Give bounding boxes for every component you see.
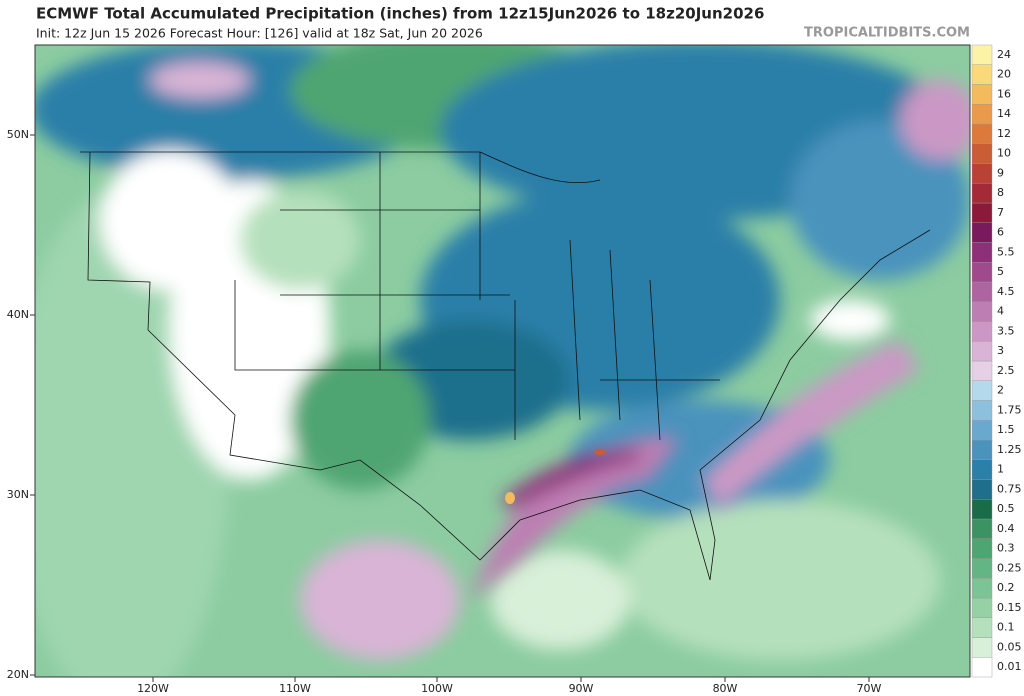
lon-label: 120W (137, 682, 169, 695)
lon-label: 70W (857, 682, 882, 695)
colorbar-swatch (971, 64, 993, 85)
colorbar-label: 24 (997, 48, 1011, 61)
lon-label: 80W (713, 682, 738, 695)
colorbar-swatch (971, 400, 993, 421)
colorbar-label: 2 (997, 384, 1004, 397)
heavy-rain-band (470, 340, 920, 600)
colorbar-swatch (971, 242, 993, 263)
axes: 50N 40N 30N 20N 120W 110W 100W 90W 80W 70W (7, 128, 882, 695)
colorbar-label: 14 (997, 107, 1011, 120)
colorbar-label: 8 (997, 186, 1004, 199)
colorbar-swatch (971, 123, 993, 144)
colorbar-label: 2.5 (997, 364, 1015, 377)
colorbar-swatch (971, 380, 993, 401)
map-subtitle: Init: 12z Jun 15 2026 Forecast Hour: [12… (36, 26, 483, 41)
colorbar-swatch (971, 499, 993, 520)
colorbar-swatch (971, 538, 993, 559)
colorbar-swatch (971, 183, 993, 204)
colorbar-swatch (971, 321, 993, 342)
colorbar-swatch (971, 341, 993, 362)
colorbar-label: 0.4 (997, 522, 1015, 535)
colorbar-label: 10 (997, 147, 1011, 160)
max-spot (594, 449, 606, 455)
lon-label: 110W (279, 682, 311, 695)
colorbar-label: 1.5 (997, 423, 1015, 436)
lon-label: 90W (569, 682, 594, 695)
max-spot (505, 492, 515, 504)
map-title: ECMWF Total Accumulated Precipitation (i… (36, 5, 764, 23)
colorbar-swatch (971, 597, 993, 618)
borders (80, 151, 931, 581)
colorbar-label: 0.3 (997, 542, 1015, 555)
colorbar: 0.01 0.05 0.1 0.15 0.2 0.25 0.3 0.4 0.5 0.75 1 1.25… (971, 44, 1022, 678)
lat-label: 50N (7, 128, 29, 141)
colorbar-swatch (971, 281, 993, 302)
colorbar-swatch (971, 617, 993, 638)
colorbar-swatch (971, 301, 993, 322)
colorbar-swatch (971, 558, 993, 579)
colorbar-swatch (971, 262, 993, 283)
colorbar-swatch (971, 657, 993, 678)
lat-label: 30N (7, 488, 29, 501)
colorbar-label: 9 (997, 166, 1004, 179)
colorbar-label: 0.5 (997, 502, 1015, 515)
colorbar-label: 0.25 (997, 561, 1022, 574)
colorbar-label: 1.75 (997, 403, 1022, 416)
colorbar-label: 3.5 (997, 324, 1015, 337)
colorbar-label: 0.05 (997, 640, 1022, 653)
colorbar-swatch (971, 518, 993, 539)
colorbar-label: 4.5 (997, 285, 1015, 298)
colorbar-swatch (971, 578, 993, 599)
lon-label: 100W (421, 682, 453, 695)
watermark: TROPICALTIDBITS.COM (804, 26, 970, 41)
map-frame (34, 44, 971, 678)
colorbar-swatch (971, 104, 993, 125)
colorbar-label: 20 (997, 68, 1011, 81)
colorbar-swatch (971, 202, 993, 223)
colorbar-label: 6 (997, 226, 1004, 239)
colorbar-swatch (971, 459, 993, 480)
colorbar-swatch (971, 143, 993, 164)
colorbar-swatch (971, 479, 993, 500)
colorbar-swatch (971, 222, 993, 243)
colorbar-label: 16 (997, 87, 1011, 100)
colorbar-label: 1.25 (997, 443, 1022, 456)
colorbar-label: 3 (997, 344, 1004, 357)
colorbar-swatch (971, 637, 993, 658)
colorbar-swatch (971, 420, 993, 441)
colorbar-label: 0.1 (997, 621, 1015, 634)
colorbar-swatch (971, 163, 993, 184)
map-field (35, 45, 970, 677)
lat-label: 40N (7, 308, 29, 321)
colorbar-label: 0.01 (997, 660, 1022, 673)
colorbar-swatch (971, 84, 993, 105)
colorbar-swatch (971, 44, 993, 65)
precip-shading (35, 45, 970, 677)
colorbar-label: 0.15 (997, 601, 1022, 614)
colorbar-label: 1 (997, 463, 1004, 476)
colorbar-label: 5.5 (997, 245, 1015, 258)
colorbar-label: 4 (997, 305, 1004, 318)
colorbar-label: 12 (997, 127, 1011, 140)
colorbar-label: 0.2 (997, 581, 1015, 594)
colorbar-label: 5 (997, 265, 1004, 278)
colorbar-swatch (971, 439, 993, 460)
colorbar-swatch (971, 360, 993, 381)
colorbar-label: 7 (997, 206, 1004, 219)
colorbar-label: 0.75 (997, 482, 1022, 495)
lat-label: 20N (7, 668, 29, 681)
